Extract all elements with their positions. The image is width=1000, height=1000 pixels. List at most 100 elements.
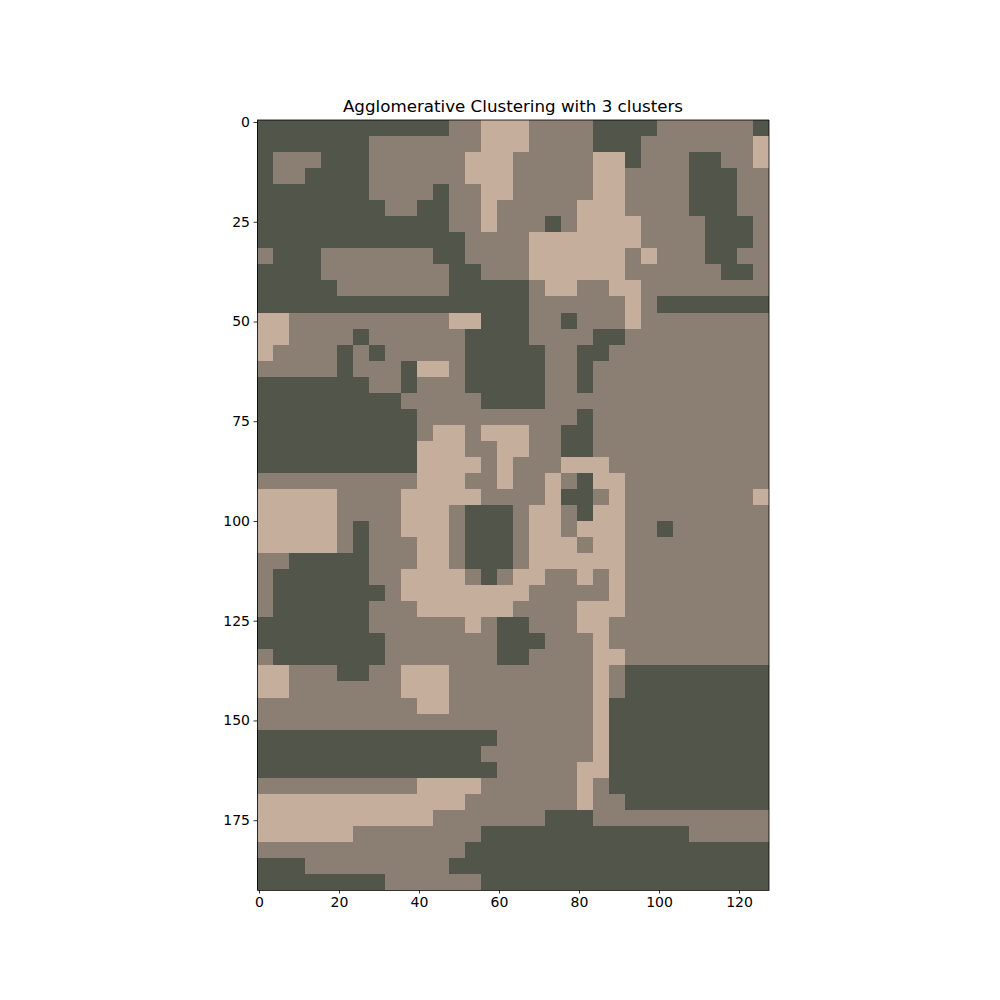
image-cell [673, 361, 690, 378]
image-cell [673, 601, 690, 618]
image-cell [481, 232, 498, 249]
image-cell [609, 681, 626, 698]
image-cell [321, 296, 338, 313]
image-cell [545, 617, 562, 634]
image-cell [737, 681, 754, 698]
tick-mark [254, 820, 258, 821]
image-cell [417, 345, 434, 362]
image-cell [497, 730, 514, 747]
image-cell [273, 264, 290, 281]
image-cell [385, 649, 402, 666]
image-cell [641, 345, 658, 362]
image-cell [305, 473, 322, 490]
image-cell [673, 280, 690, 297]
image-cell [737, 521, 754, 538]
image-cell [721, 393, 738, 410]
image-cell [657, 296, 674, 313]
image-cell [657, 473, 674, 490]
image-cell [401, 441, 418, 458]
image-cell [705, 184, 722, 201]
image-cell [289, 409, 306, 426]
image-cell [721, 264, 738, 281]
image-cell [465, 601, 482, 618]
image-cell [753, 553, 769, 570]
image-cell [305, 521, 322, 538]
image-cell [321, 665, 338, 682]
image-cell [721, 377, 738, 394]
image-cell [305, 826, 322, 843]
image-cell [705, 200, 722, 217]
image-cell [753, 200, 769, 217]
image-cell [289, 232, 306, 249]
image-cell [753, 569, 769, 586]
image-cell [401, 633, 418, 650]
image-cell [593, 569, 610, 586]
image-cell [401, 457, 418, 474]
image-cell [433, 216, 450, 233]
image-cell [561, 345, 578, 362]
image-cell [497, 457, 514, 474]
image-cell [305, 842, 322, 859]
image-cell [673, 810, 690, 827]
image-cell [641, 633, 658, 650]
image-cell [449, 665, 466, 682]
image-cell [673, 714, 690, 731]
image-cell [737, 457, 754, 474]
image-cell [465, 762, 482, 779]
image-cell [513, 136, 530, 153]
image-cell [529, 264, 546, 281]
tick: 75 [232, 413, 257, 429]
image-cell [721, 152, 738, 169]
image-cell [497, 329, 514, 346]
image-cell [401, 553, 418, 570]
image-cell [625, 329, 642, 346]
image-cell [401, 232, 418, 249]
image-cell [721, 409, 738, 426]
image-cell [385, 329, 402, 346]
image-cell [337, 874, 354, 890]
image-cell [705, 441, 722, 458]
image-cell [737, 264, 754, 281]
image-cell [753, 730, 769, 747]
image-cell [385, 810, 402, 827]
image-cell [417, 184, 434, 201]
image-cell [657, 665, 674, 682]
image-cell [673, 537, 690, 554]
image-cell [497, 665, 514, 682]
image-cell [513, 409, 530, 426]
image-cell [321, 714, 338, 731]
image-cell [673, 505, 690, 522]
image-cell [513, 521, 530, 538]
image-cell [257, 714, 274, 731]
image-cell [257, 874, 274, 890]
image-cell [753, 184, 769, 201]
image-cell [673, 585, 690, 602]
image-cell [497, 345, 514, 362]
image-cell [689, 521, 706, 538]
tick-label: 0 [241, 114, 250, 130]
image-cell [417, 473, 434, 490]
image-cell [449, 794, 466, 811]
image-cell [449, 473, 466, 490]
image-cell [321, 633, 338, 650]
image-cell [497, 874, 514, 890]
image-cell [385, 393, 402, 410]
image-cell [609, 168, 626, 185]
image-cell [593, 730, 610, 747]
image-cell [257, 248, 274, 265]
image-cell [305, 601, 322, 618]
image-cell [721, 232, 738, 249]
tick-label: 20 [331, 894, 349, 910]
chart-title: Agglomerative Clustering with 3 clusters [343, 96, 683, 116]
image-cell [609, 874, 626, 890]
image-cell [273, 698, 290, 715]
image-cell [321, 794, 338, 811]
image-cell [689, 553, 706, 570]
tick-mark [254, 521, 258, 522]
image-cell [577, 473, 594, 490]
image-cell [257, 521, 274, 538]
image-cell [353, 617, 370, 634]
image-cell [369, 232, 386, 249]
image-cell [481, 601, 498, 618]
image-cell [513, 216, 530, 233]
